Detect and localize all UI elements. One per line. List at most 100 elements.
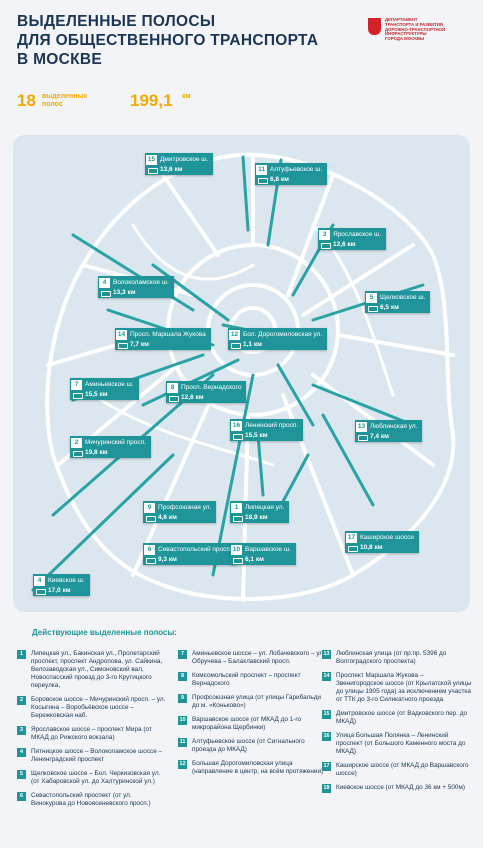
count-label: выделенных полос — [42, 93, 87, 108]
route-label-head: 10 Варшавское ш. — [230, 543, 296, 555]
route-label-head: 11 Алтуфьевское ш. — [255, 163, 327, 175]
route-label: 4 Волоколамское ш. 13,3 км — [98, 276, 174, 298]
route-label: 3 Ярославское ш. 12,6 км — [318, 228, 387, 250]
route-name: Волоколамское ш. — [113, 278, 169, 286]
route-label-head: 9 Профсоюзная ул. — [143, 501, 216, 513]
route-label: 15 Дмитровское ш. 13,6 км — [145, 153, 214, 175]
route-length-row: 12,6 км — [318, 240, 386, 250]
route-number: 7 — [71, 379, 82, 390]
route-length-row: 12,6 км — [166, 393, 246, 403]
route-length: 6,1 км — [245, 556, 264, 563]
route-label: 16 Ленинский просп. 15,5 км — [230, 419, 304, 441]
route-label-head: 16 Ленинский просп. — [230, 419, 303, 431]
route-length-row: 6,8 км — [255, 175, 327, 185]
route-length: 15,5 км — [245, 432, 268, 439]
route-name: Просп. Вернадского — [181, 383, 242, 391]
legend-number: 9 — [178, 694, 187, 703]
route-length-row: 9,3 км — [143, 555, 237, 565]
route-name: Алтуфьевское ш. — [270, 165, 323, 173]
legend-column: 13 Люблинская улица (от пр.пр. 5396 до Во… — [322, 650, 472, 793]
route-label-head: 7 Аминьевское ш. — [70, 378, 139, 390]
legend-item: 14 Проспект Маршала Жукова – Звенигородск… — [322, 672, 472, 704]
bus-icon — [148, 168, 158, 174]
route-name: Липецкая ул. — [245, 503, 285, 511]
bus-icon — [146, 558, 156, 564]
bus-icon — [36, 589, 46, 595]
route-length-row: 4,6 км — [143, 513, 216, 523]
legend-title: Действующие выделенные полосы: — [32, 628, 177, 637]
bus-icon — [118, 343, 128, 349]
route-length: 17,0 км — [48, 587, 71, 594]
logo-text: ДЕПАРТАМЕНТ ТРАНСПОРТА И РАЗВИТИЯ ДОРОЖН… — [385, 17, 446, 42]
legend-item: 15 Дмитровское шоссе (от Вадковского пер.… — [322, 710, 472, 726]
legend-number: 15 — [322, 710, 331, 719]
logo-line: ДОРОЖНО-ТРАНСПОРТНОЙ — [385, 26, 446, 32]
route-label-head: 2 Мичуринский просп. — [70, 436, 151, 448]
bus-icon — [321, 243, 331, 249]
route-number: 5 — [366, 292, 377, 303]
legend-text: Алтуфьевское шоссе (от Сигнального проез… — [192, 738, 305, 753]
route-length-row: 13,6 км — [145, 165, 213, 175]
route-label: 4 Киевское ш. 17,0 км — [33, 574, 90, 596]
logo-emblem — [368, 18, 381, 35]
route-label-head: 13 Люблинская ул. — [355, 420, 422, 432]
route-name: Ленинский просп. — [245, 421, 299, 429]
count-label-line: полос — [42, 100, 63, 108]
route-number: 13 — [356, 421, 367, 432]
logo-line: ТРАНСПОРТА И РАЗВИТИЯ — [385, 21, 443, 27]
legend-item: 17 Каширское шоссе (от МКАД до Варшавског… — [322, 762, 472, 778]
legend-number: 2 — [17, 696, 26, 705]
route-number: 17 — [346, 532, 357, 543]
route-length-row: 7,7 км — [115, 340, 211, 350]
route-length-row: 13,3 км — [98, 288, 174, 298]
route-length-row: 17,0 км — [33, 586, 90, 596]
route-number: 15 — [146, 154, 157, 165]
route-length-row: 18,9 км — [230, 513, 289, 523]
route-label-head: 4 Киевское ш. — [33, 574, 90, 586]
legend-text: Профсоюзная улица (от улицы Гарибальди д… — [192, 694, 321, 709]
route-number: 1 — [231, 502, 242, 513]
legend-number: 3 — [17, 726, 26, 735]
route-length: 12,6 км — [181, 394, 204, 401]
bus-icon — [169, 396, 179, 402]
bus-icon — [233, 558, 243, 564]
legend-number: 6 — [17, 792, 26, 801]
count: 18 — [17, 91, 36, 110]
route-length: 7,4 км — [370, 433, 389, 440]
legend-number: 11 — [178, 738, 187, 747]
route-name: Севастопольский просп. — [158, 545, 232, 553]
legend-number: 13 — [322, 650, 331, 659]
route-length: 18,9 км — [245, 514, 268, 521]
legend-item: 12 Большая Дорогомиловская улица (направл… — [178, 760, 328, 776]
route-length-row: 1,1 км — [228, 340, 327, 350]
legend-item: 9 Профсоюзная улица (от улицы Гарибальди … — [178, 694, 328, 710]
legend-text: Каширское шоссе (от МКАД до Варшавского … — [336, 762, 469, 777]
route-length-row: 19,8 км — [70, 448, 151, 458]
bus-icon — [146, 516, 156, 522]
title: ВЫДЕЛЕННЫЕ ПОЛОСЫ ДЛЯ ОБЩЕСТВЕННОГО ТРАН… — [17, 12, 318, 69]
route-label-head: 5 Щелковское ш. — [365, 291, 430, 303]
legend-text: Севастопольский проспект (от ул. Винокур… — [31, 792, 151, 807]
route-label: 9 Профсоюзная ул. 4,6 км — [143, 501, 217, 523]
bus-icon — [73, 393, 83, 399]
legend-item: 6 Севастопольский проспект (от ул. Виноку… — [17, 792, 167, 808]
title-line: ДЛЯ ОБЩЕСТВЕННОГО ТРАНСПОРТА — [17, 32, 319, 49]
legend-number: 16 — [322, 732, 331, 741]
length-unit: км — [182, 93, 191, 100]
route-length: 15,5 км — [85, 391, 108, 398]
route-label: 5 Щелковское ш. 6,5 км — [365, 291, 431, 313]
route-label-head: 1 Липецкая ул. — [230, 501, 289, 513]
route-label: 10 Варшавское ш. 6,1 км — [230, 543, 296, 565]
route-length: 12,6 км — [333, 241, 356, 248]
legend-item: 2 Боровское шоссе – Мичуринский просп. – … — [17, 696, 167, 720]
route-name: Варшавское ш. — [245, 545, 291, 553]
route-number: 11 — [256, 164, 267, 175]
route-length-row: 6,5 км — [365, 303, 430, 313]
route-label: 6 Севастопольский просп. 9,3 км — [143, 543, 237, 565]
route-length-row: 15,5 км — [70, 390, 139, 400]
route-label: 17 Каширское шоссе 10,8 км — [345, 531, 420, 553]
route-length-row: 7,4 км — [355, 432, 422, 442]
legend-number: 1 — [17, 650, 26, 659]
legend-item: 1 Липецкая ул., Бакинская ул., Пролетарск… — [17, 650, 167, 690]
route-label-head: 4 Волоколамское ш. — [98, 276, 174, 288]
